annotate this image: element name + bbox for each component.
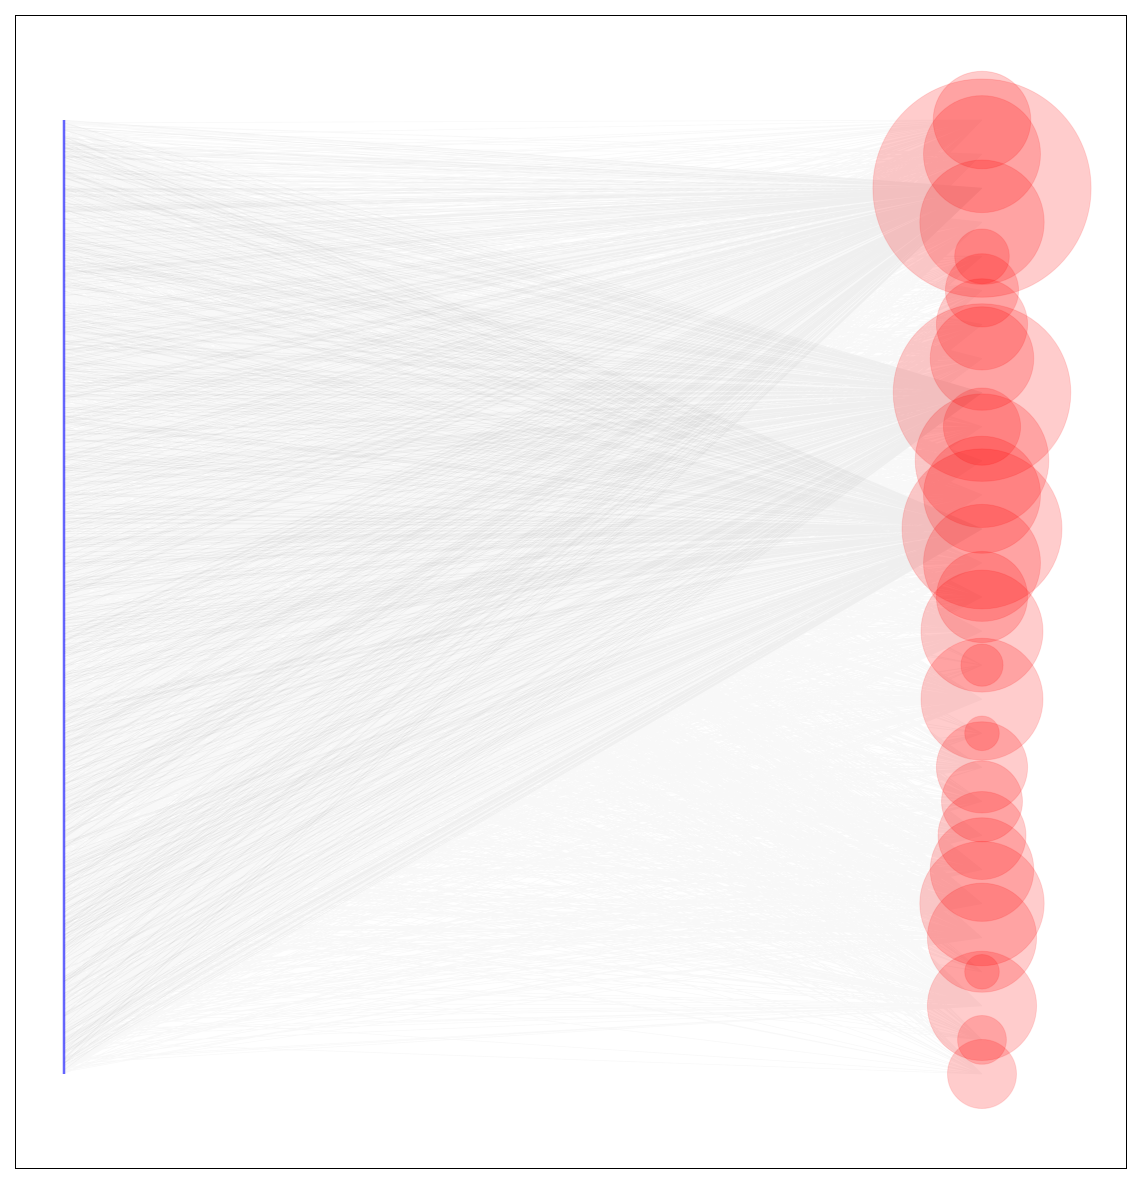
right-node-r13 <box>901 448 1063 610</box>
right-node-r19 <box>964 715 1000 752</box>
right-node-r14 <box>923 503 1041 622</box>
right-node-r1 <box>932 70 1032 170</box>
right-node-r2 <box>923 95 1041 214</box>
right-node-layer <box>872 70 1092 1109</box>
right-node-r25 <box>926 882 1038 993</box>
right-node-r8 <box>929 306 1035 411</box>
right-node-r22 <box>937 791 1027 880</box>
right-node-r7 <box>935 278 1029 371</box>
right-node-r10 <box>942 387 1022 466</box>
right-node-r16 <box>920 569 1044 693</box>
right-node-r4 <box>919 159 1045 285</box>
right-node-r21 <box>941 760 1023 843</box>
right-node-r29 <box>947 1039 1017 1109</box>
right-node-r27 <box>926 950 1038 1062</box>
right-node-r18 <box>920 637 1044 761</box>
right-node-r12 <box>923 435 1041 554</box>
right-node-r24 <box>919 840 1045 967</box>
right-node-r28 <box>957 1015 1007 1065</box>
right-node-r3 <box>872 78 1092 298</box>
right-node-r26 <box>964 954 1000 990</box>
right-node-r20 <box>935 721 1029 814</box>
right-node-r23 <box>929 817 1035 922</box>
plot-frame <box>15 15 1127 1169</box>
right-node-r9 <box>892 303 1072 482</box>
right-node-r5 <box>954 228 1010 285</box>
network-diagram <box>62 70 1092 1109</box>
right-node-r17 <box>960 643 1004 687</box>
right-node-r11 <box>914 393 1050 529</box>
right-node-r6 <box>944 253 1020 328</box>
edge-layer <box>64 120 982 1074</box>
right-node-r15 <box>935 550 1029 644</box>
